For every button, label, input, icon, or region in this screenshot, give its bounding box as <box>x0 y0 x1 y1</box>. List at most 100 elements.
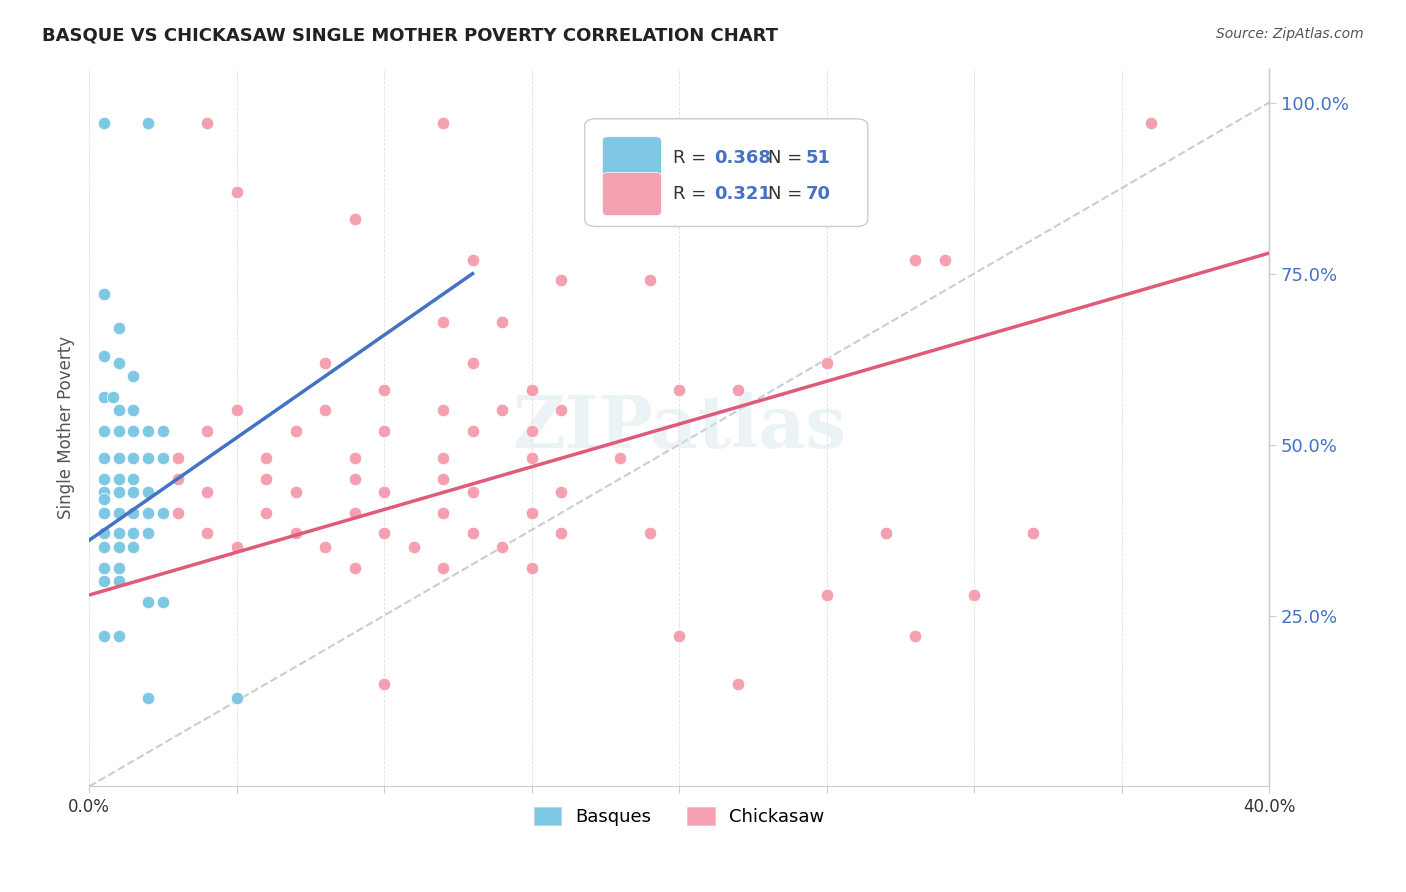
Text: N =: N = <box>768 149 807 168</box>
Point <box>284 485 307 500</box>
Text: 0.0%: 0.0% <box>67 797 110 815</box>
FancyBboxPatch shape <box>585 119 868 227</box>
Point <box>373 383 395 397</box>
Text: 0.368: 0.368 <box>714 149 772 168</box>
Point <box>122 451 145 466</box>
Point <box>93 492 115 507</box>
Point <box>152 595 174 609</box>
Point <box>107 574 129 589</box>
Y-axis label: Single Mother Poverty: Single Mother Poverty <box>58 336 75 519</box>
Point <box>195 424 218 438</box>
Text: N =: N = <box>768 186 807 203</box>
Point <box>432 116 454 130</box>
Point <box>93 629 115 643</box>
Point <box>461 485 484 500</box>
Point <box>373 526 395 541</box>
Point <box>93 506 115 520</box>
Point <box>136 485 159 500</box>
Point <box>225 403 247 417</box>
Point <box>520 506 543 520</box>
Point <box>225 690 247 705</box>
Point <box>520 560 543 574</box>
Point <box>93 485 115 500</box>
Text: 70: 70 <box>806 186 831 203</box>
Point <box>93 574 115 589</box>
Point <box>432 314 454 328</box>
Point <box>107 472 129 486</box>
Point <box>93 116 115 130</box>
Point <box>963 588 986 602</box>
Point <box>314 540 336 554</box>
Point <box>166 472 188 486</box>
Point <box>122 369 145 384</box>
Point <box>668 383 690 397</box>
Point <box>93 540 115 554</box>
Point <box>815 588 838 602</box>
Text: BASQUE VS CHICKASAW SINGLE MOTHER POVERTY CORRELATION CHART: BASQUE VS CHICKASAW SINGLE MOTHER POVERT… <box>42 27 778 45</box>
Point <box>875 526 897 541</box>
Point <box>107 355 129 369</box>
Point <box>195 116 218 130</box>
Point <box>166 451 188 466</box>
Point <box>93 472 115 486</box>
Point <box>225 540 247 554</box>
Point <box>93 424 115 438</box>
Point <box>461 424 484 438</box>
Point <box>432 451 454 466</box>
Point <box>136 424 159 438</box>
Point <box>402 540 425 554</box>
Point <box>254 472 277 486</box>
Point <box>550 485 572 500</box>
Point <box>343 451 366 466</box>
Text: 51: 51 <box>806 149 831 168</box>
Point <box>520 383 543 397</box>
FancyBboxPatch shape <box>602 136 661 180</box>
Point <box>107 560 129 574</box>
Point <box>550 403 572 417</box>
Point <box>284 424 307 438</box>
Text: R =: R = <box>673 149 713 168</box>
Point <box>122 526 145 541</box>
Point <box>136 526 159 541</box>
Point <box>550 526 572 541</box>
Point <box>107 403 129 417</box>
Point <box>815 355 838 369</box>
Point <box>136 595 159 609</box>
Point <box>93 349 115 363</box>
Point <box>107 321 129 335</box>
Point <box>373 424 395 438</box>
Point <box>93 526 115 541</box>
Point <box>107 485 129 500</box>
Point <box>107 629 129 643</box>
Point <box>122 485 145 500</box>
Point <box>461 355 484 369</box>
Point <box>122 506 145 520</box>
Point <box>904 629 927 643</box>
Point <box>520 424 543 438</box>
Point <box>491 314 513 328</box>
Point <box>373 485 395 500</box>
Point <box>727 383 749 397</box>
Point <box>122 540 145 554</box>
Text: ZIPatlas: ZIPatlas <box>512 392 846 463</box>
Point <box>343 560 366 574</box>
FancyBboxPatch shape <box>602 173 661 216</box>
Point <box>195 485 218 500</box>
Point <box>152 451 174 466</box>
Point <box>152 506 174 520</box>
Point <box>343 211 366 226</box>
Point <box>609 451 631 466</box>
Point <box>638 273 661 287</box>
Point <box>136 116 159 130</box>
Point <box>136 451 159 466</box>
Text: 0.321: 0.321 <box>714 186 772 203</box>
Point <box>934 252 956 267</box>
Point <box>284 526 307 541</box>
Point <box>122 472 145 486</box>
Point <box>254 506 277 520</box>
Point <box>107 451 129 466</box>
Point <box>254 451 277 466</box>
Point <box>432 506 454 520</box>
Point <box>668 116 690 130</box>
Point <box>195 526 218 541</box>
